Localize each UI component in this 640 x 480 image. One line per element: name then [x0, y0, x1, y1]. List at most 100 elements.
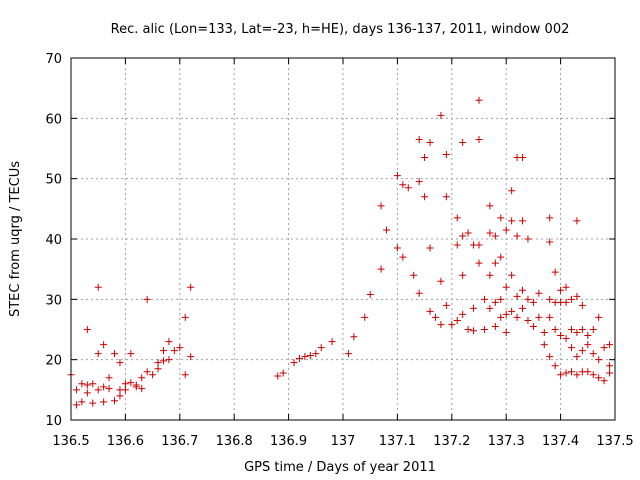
chart-title: Rec. alic (Lon=133, Lat=-23, h=HE), days… — [111, 22, 570, 37]
data-point — [497, 253, 505, 261]
data-point — [121, 386, 129, 394]
data-point — [404, 184, 412, 192]
data-point — [546, 313, 554, 321]
data-point — [393, 172, 401, 180]
x-tick-label: 137.4 — [542, 434, 579, 449]
data-point — [181, 371, 189, 379]
data-point — [100, 383, 108, 391]
data-point — [116, 359, 124, 367]
data-point — [143, 368, 151, 376]
x-axis-label: GPS time / Days of year 2011 — [244, 460, 436, 475]
data-point — [475, 96, 483, 104]
data-point — [486, 229, 494, 237]
data-point — [431, 313, 439, 321]
data-point — [138, 374, 146, 382]
data-point — [94, 386, 102, 394]
data-point — [600, 344, 608, 352]
data-point — [301, 353, 309, 361]
data-point — [567, 368, 575, 376]
data-point — [154, 365, 162, 373]
data-point — [437, 111, 445, 119]
data-point — [94, 350, 102, 358]
data-point — [589, 350, 597, 358]
data-point — [502, 226, 510, 234]
data-point — [475, 259, 483, 267]
data-point — [459, 138, 467, 146]
data-point — [437, 277, 445, 285]
data-point — [600, 377, 608, 385]
data-point — [94, 283, 102, 291]
data-point — [595, 313, 603, 321]
y-tick-labels: 10 20 30 40 50 60 70 — [45, 52, 62, 429]
data-point — [470, 304, 478, 312]
data-point — [475, 241, 483, 249]
data-point — [165, 356, 173, 364]
data-point — [573, 292, 581, 300]
data-point — [149, 371, 157, 379]
data-point — [546, 214, 554, 222]
x-tick-label: 137.2 — [433, 434, 470, 449]
data-point — [170, 347, 178, 355]
data-point — [143, 295, 151, 303]
data-point — [573, 353, 581, 361]
data-point — [584, 368, 592, 376]
data-point — [606, 362, 614, 370]
grid-lines — [71, 58, 615, 420]
data-point — [557, 332, 565, 340]
data-point — [78, 380, 86, 388]
data-point — [529, 322, 537, 330]
data-point — [154, 359, 162, 367]
data-point — [421, 193, 429, 201]
data-point — [448, 321, 456, 329]
data-point — [83, 326, 91, 333]
data-point — [480, 295, 488, 303]
data-point — [578, 301, 586, 309]
data-point — [491, 232, 499, 240]
data-point — [551, 362, 559, 370]
data-points — [67, 96, 614, 409]
axis-ticks — [70, 57, 616, 421]
data-point — [557, 371, 565, 379]
data-point — [127, 379, 135, 387]
data-point — [78, 398, 86, 406]
data-point — [105, 385, 113, 393]
data-point — [508, 271, 516, 279]
data-point — [497, 295, 505, 303]
data-point — [187, 353, 195, 361]
data-point — [508, 217, 516, 225]
data-point — [415, 289, 423, 297]
x-tick-label: 137.3 — [488, 434, 525, 449]
data-point — [116, 392, 124, 400]
data-point — [464, 326, 472, 333]
x-tick-label: 136.8 — [216, 434, 253, 449]
data-point — [491, 298, 499, 306]
data-point — [524, 295, 532, 303]
data-point — [437, 321, 445, 329]
data-point — [399, 253, 407, 261]
data-point — [584, 332, 592, 340]
x-tick-label: 137.5 — [596, 434, 633, 449]
data-point — [589, 371, 597, 379]
data-point — [344, 350, 352, 358]
data-point — [442, 301, 450, 309]
data-point — [442, 193, 450, 201]
data-point — [361, 313, 369, 321]
data-point — [350, 333, 358, 341]
data-point — [328, 338, 336, 346]
data-point — [459, 271, 467, 279]
data-point — [551, 268, 559, 276]
data-point — [415, 135, 423, 143]
data-point — [377, 202, 385, 210]
data-point — [567, 295, 575, 303]
data-point — [366, 291, 374, 299]
data-point — [491, 322, 499, 330]
data-point — [453, 316, 461, 324]
data-point — [595, 374, 603, 382]
data-point — [573, 329, 581, 337]
x-tick-label: 136.9 — [270, 434, 307, 449]
data-point — [540, 329, 548, 337]
data-point — [562, 369, 570, 377]
data-point — [83, 389, 91, 397]
data-point — [100, 398, 108, 406]
data-point — [306, 351, 314, 359]
